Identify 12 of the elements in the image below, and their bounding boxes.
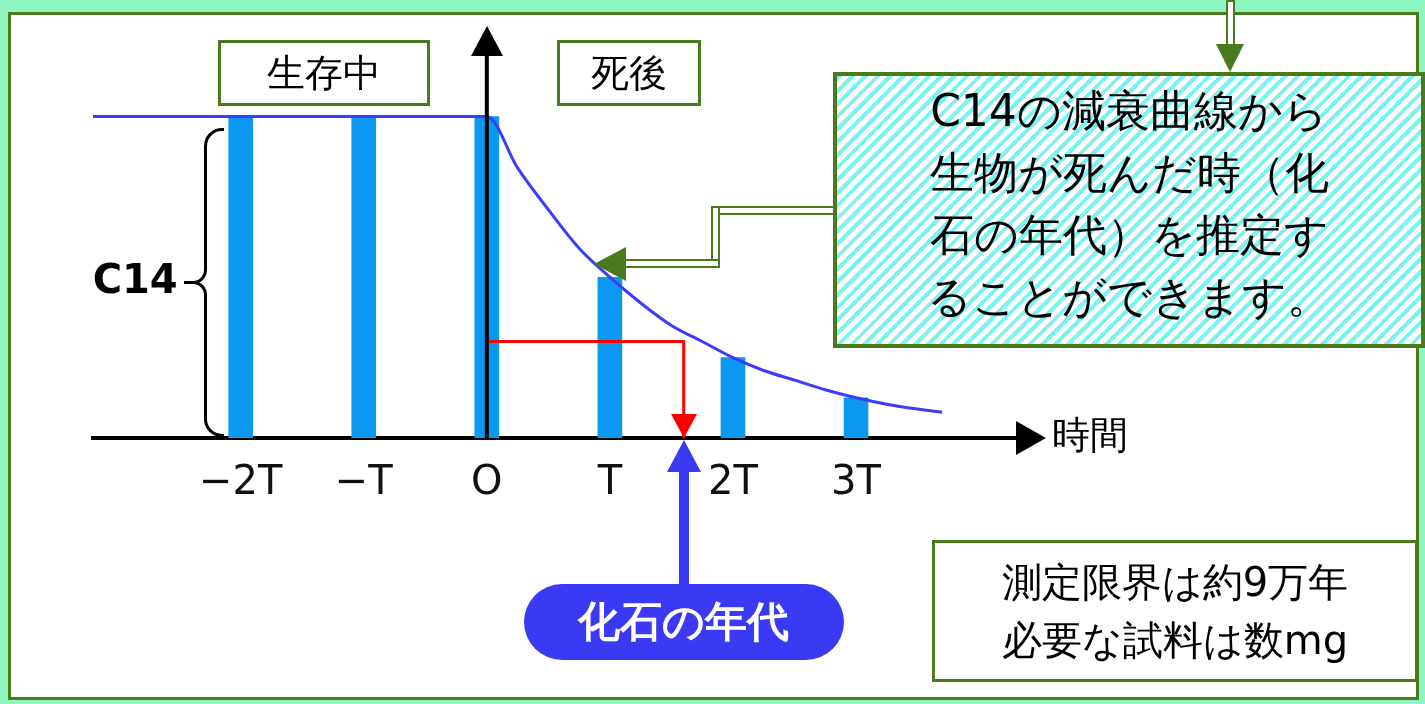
text: 測定限界は約9万年必要な試料は数mg xyxy=(932,540,1418,682)
text: 生存中 xyxy=(218,40,430,106)
x-tick-label: −T xyxy=(334,457,394,504)
x-tick-label: 3T xyxy=(831,457,882,504)
x-tick-label: T xyxy=(596,457,623,504)
y-axis-title: C14 xyxy=(92,255,178,302)
x-axis-title: 時間 xyxy=(1052,412,1128,457)
x-tick-label: −2T xyxy=(198,457,283,504)
x-tick-label: O xyxy=(471,457,503,504)
text: 化石の年代 xyxy=(523,584,844,660)
x-tick-label: 2T xyxy=(708,457,759,504)
text: 死後 xyxy=(557,40,701,106)
